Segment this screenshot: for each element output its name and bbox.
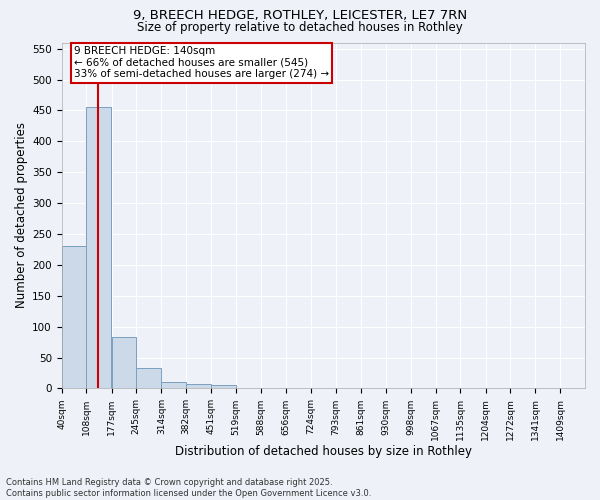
- Bar: [62, 246, 86, 388]
- Text: Size of property relative to detached houses in Rothley: Size of property relative to detached ho…: [137, 21, 463, 34]
- Bar: [136, 368, 161, 388]
- Bar: [186, 384, 211, 388]
- Text: 9, BREECH HEDGE, ROTHLEY, LEICESTER, LE7 7RN: 9, BREECH HEDGE, ROTHLEY, LEICESTER, LE7…: [133, 9, 467, 22]
- Bar: [112, 337, 136, 388]
- Bar: [86, 108, 111, 388]
- Text: Contains HM Land Registry data © Crown copyright and database right 2025.
Contai: Contains HM Land Registry data © Crown c…: [6, 478, 371, 498]
- X-axis label: Distribution of detached houses by size in Rothley: Distribution of detached houses by size …: [175, 444, 472, 458]
- Bar: [161, 382, 186, 388]
- Bar: [211, 386, 236, 388]
- Y-axis label: Number of detached properties: Number of detached properties: [15, 122, 28, 308]
- Text: 9 BREECH HEDGE: 140sqm
← 66% of detached houses are smaller (545)
33% of semi-de: 9 BREECH HEDGE: 140sqm ← 66% of detached…: [74, 46, 329, 80]
